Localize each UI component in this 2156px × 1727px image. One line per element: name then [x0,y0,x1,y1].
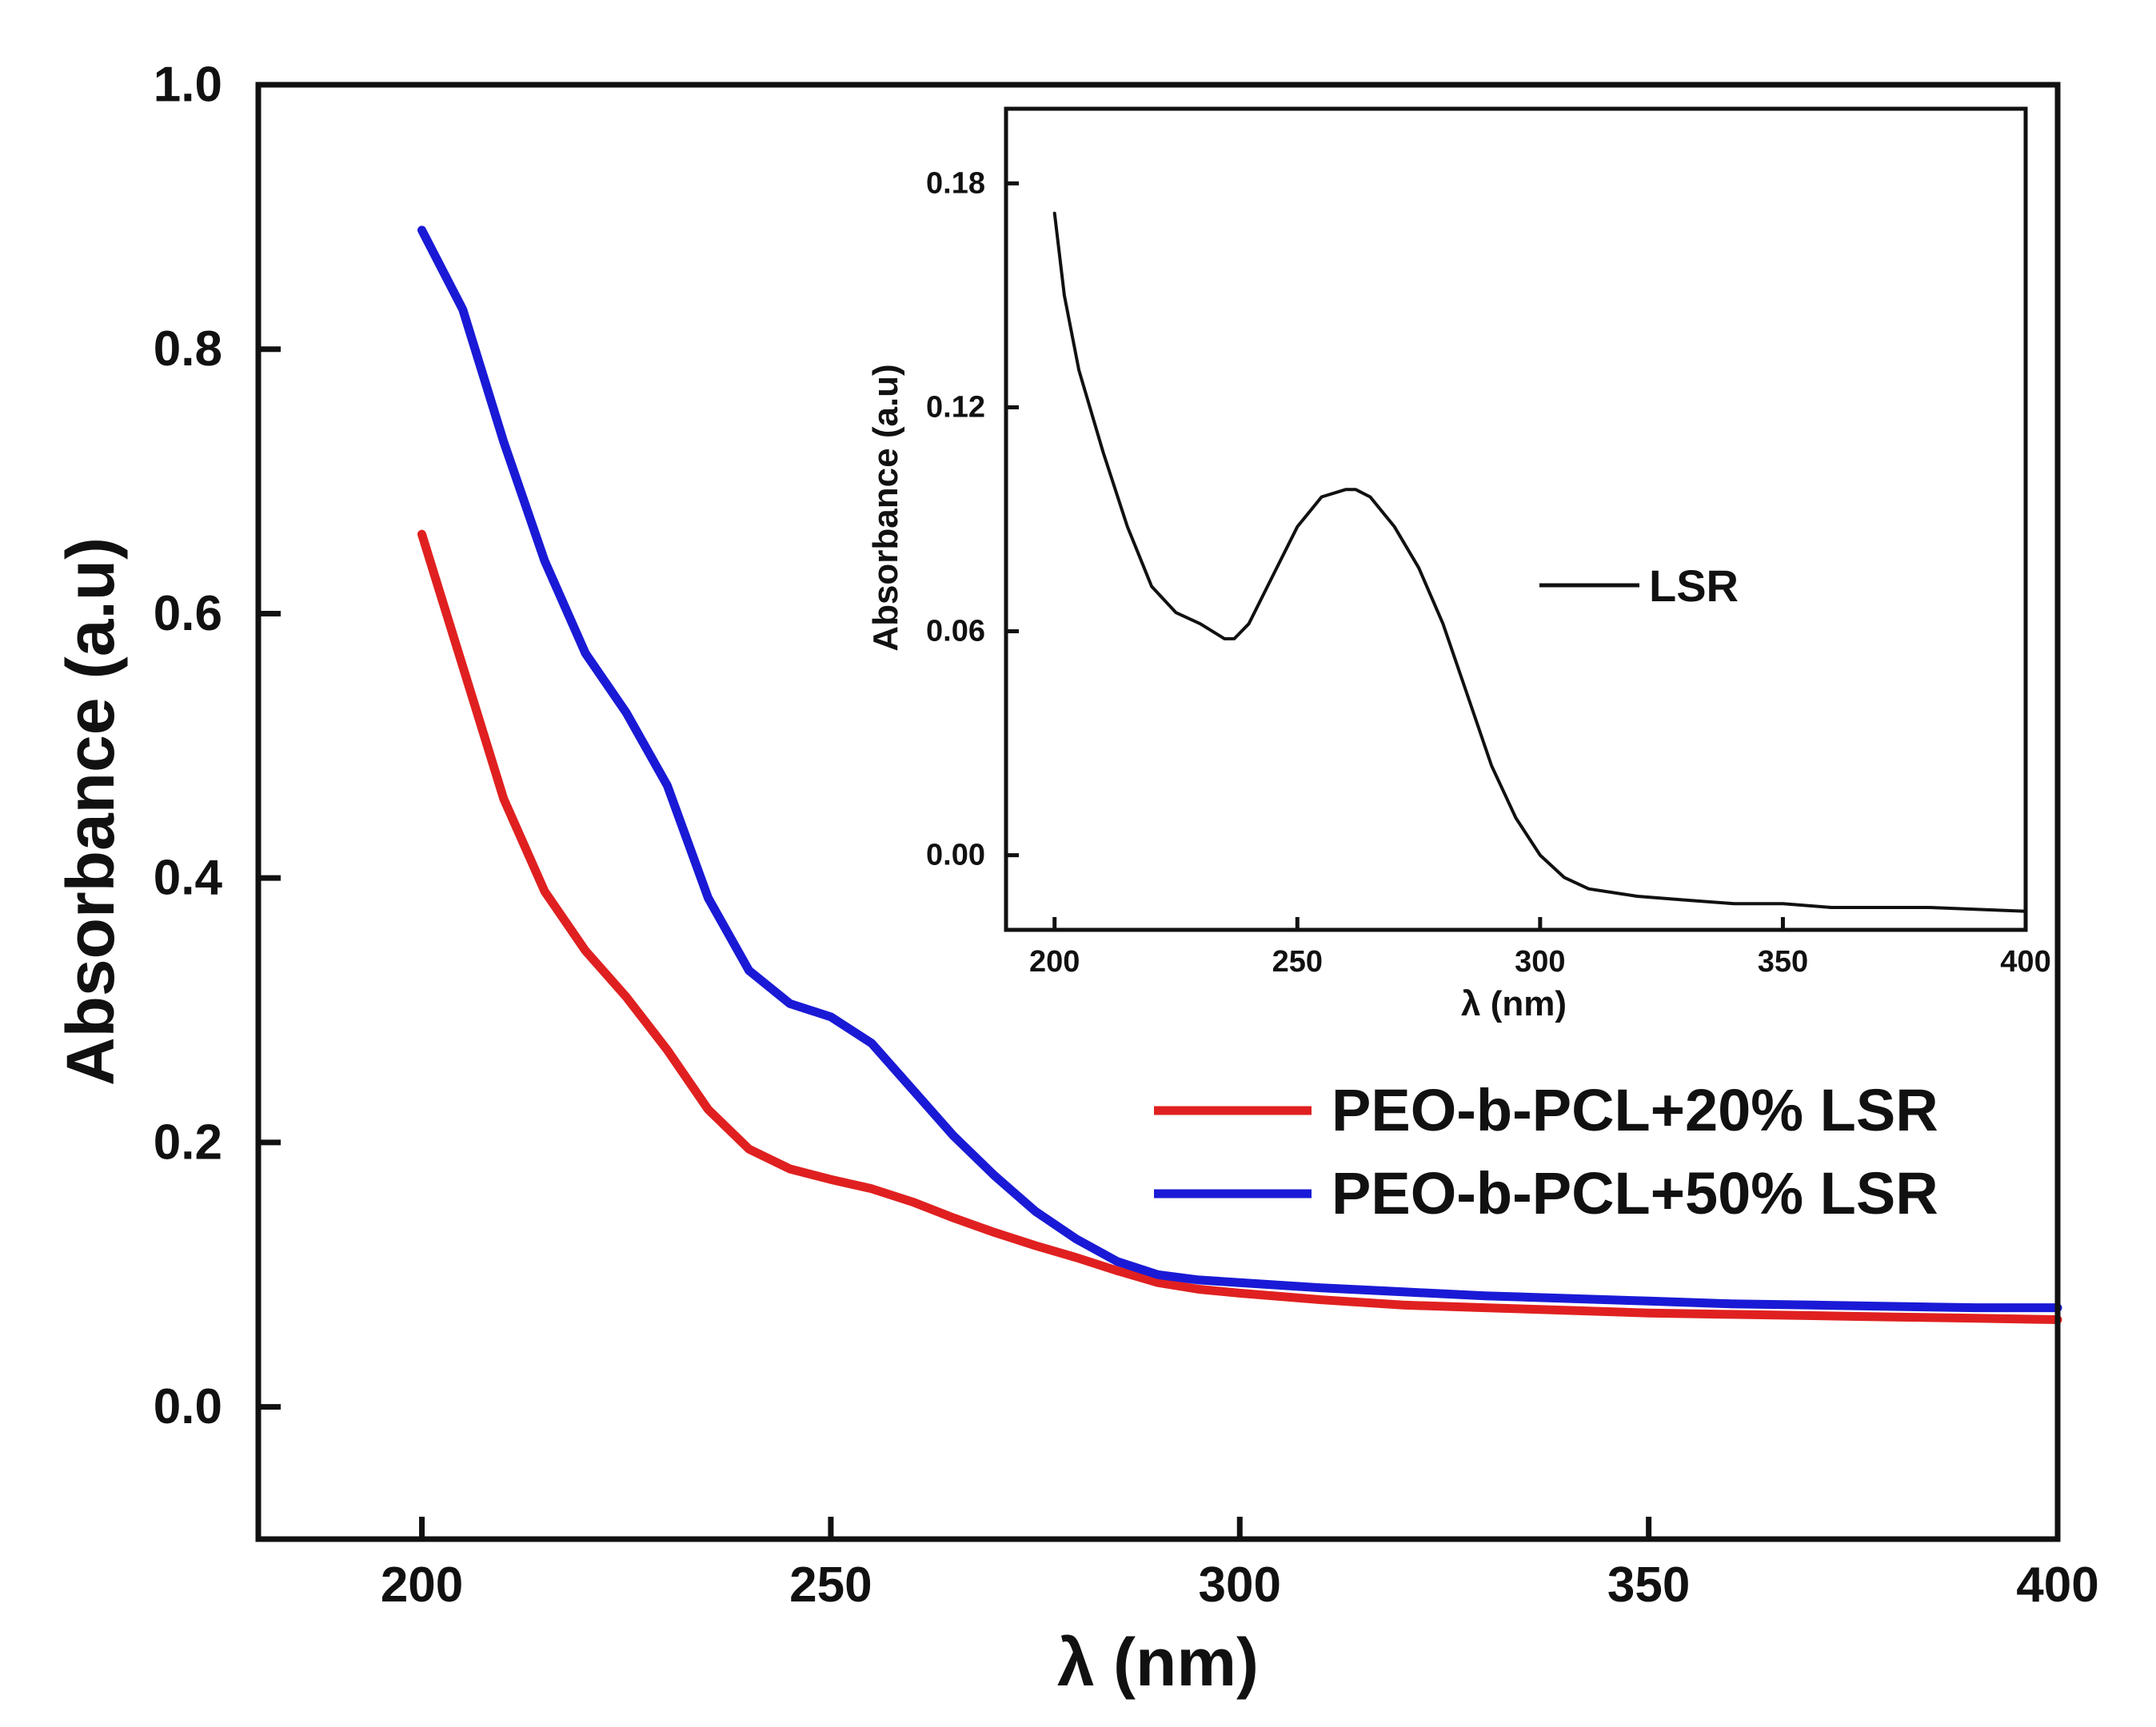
main-y-tick-label: 0.8 [154,321,222,377]
main-y-tick-label: 0.6 [154,586,222,641]
inset-x-tick-label: 200 [1029,945,1080,979]
main-y-ticks: 0.0 0.2 0.4 0.6 0.8 1.0 [154,58,281,1434]
main-y-tick-label: 0.4 [154,851,223,906]
inset-legend: LSR [1539,560,1739,611]
inset-y-tick-label: 0.12 [926,390,985,424]
inset-background [1006,109,2026,930]
inset-plot: 200 250 300 350 400 0.000.060.120.18 λ (nm) … [866,106,2051,1023]
main-series-line-peo-b-pcl-50-lsr [417,225,2062,1313]
main-x-tick-label: 300 [1199,1557,1281,1613]
main-series-line-peo-b-pcl-20-lsr [417,529,2062,1324]
inset-x-axis-label: λ (nm) [1461,984,1567,1023]
main-x-ticks: 200 250 300 350 400 [381,1517,2099,1613]
inset-plot-frame [1004,106,2028,932]
inset-y-ticks: 0.00 0.06 0.12 0.18 [926,166,1019,872]
inset-x-tick-label: 300 [1515,945,1565,979]
inset-series-group [1052,211,2027,913]
inset-y-tick-label: 0.06 [926,615,985,648]
main-plot-frame [255,82,2061,1542]
inset-x-tick-label: 400 [2000,945,2050,979]
main-x-tick-label: 350 [1607,1557,1690,1613]
main-y-tick-label: 0.0 [154,1379,222,1434]
main-x-tick-label: 200 [381,1557,463,1613]
main-x-tick-label: 400 [2016,1557,2098,1613]
main-x-tick-label: 250 [789,1557,872,1613]
inset-x-ticks: 200 250 300 350 400 [1029,917,2051,979]
main-y-tick-label: 0.2 [154,1115,222,1170]
main-legend: PEO-b-PCL+20% LSR PEO-b-PCL+50% LSR [1154,1077,1938,1226]
legend-label-50-percent: PEO-b-PCL+50% LSR [1332,1160,1938,1226]
legend-label-20-percent: PEO-b-PCL+20% LSR [1332,1077,1938,1143]
inset-y-axis-label: Absorbance (a.u) [866,364,905,651]
main-plot: 200 250 300 350 400 0.0 0.2 0.4 0.6 0.8 1.0 λ (nm… [53,58,2099,1701]
inset-y-tick-label: 0.18 [926,166,985,200]
main-series-group [417,225,2062,1324]
main-y-axis-label: Absorbance (a.u) [53,537,128,1086]
inset-legend-label: LSR [1649,560,1739,611]
main-y-tick-label: 1.0 [154,58,222,113]
main-x-axis-label: λ (nm) [1057,1625,1259,1700]
inset-y-tick-label: 0.00 [926,839,985,872]
inset-x-tick-label: 350 [1758,945,1808,979]
inset-series-line-lsr [1052,211,2027,913]
inset-x-tick-label: 250 [1272,945,1323,979]
